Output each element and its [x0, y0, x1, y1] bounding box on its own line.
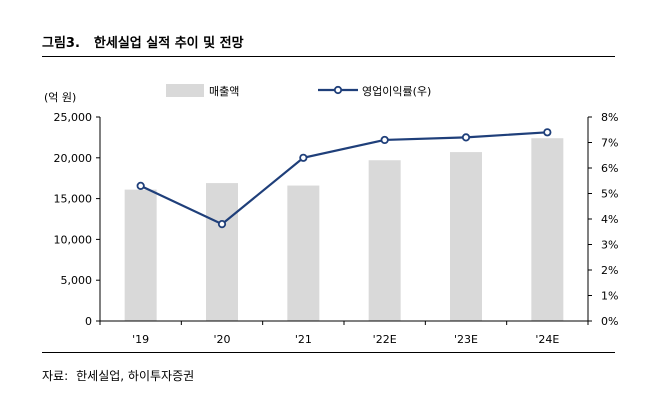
right-axis-tick-label: 6% — [601, 162, 618, 175]
x-axis-tick-label: '21 — [295, 333, 312, 346]
left-axis-tick-label: 20,000 — [54, 152, 93, 165]
left-axis-tick-label: 15,000 — [54, 193, 93, 206]
margin-line — [140, 131, 548, 226]
figure-label: 그림3. — [42, 36, 80, 51]
legend-swatch-revenue — [166, 84, 204, 97]
right-axis-tick-label: 2% — [601, 264, 618, 277]
right-axis-tick-label: 8% — [601, 111, 618, 124]
right-axis-tick-label: 3% — [601, 239, 618, 252]
left-axis-tick-label: 5,000 — [61, 274, 93, 287]
x-axis-tick-label: '23E — [454, 333, 478, 346]
legend-swatch-margin-marker — [333, 85, 343, 95]
right-axis-tick-label: 7% — [601, 137, 618, 150]
footer-rule — [42, 352, 615, 353]
right-axis-tick-label: 4% — [601, 213, 618, 226]
left-axis-unit-label: (억 원) — [44, 91, 76, 104]
x-axis-tick-label: '24E — [535, 333, 559, 346]
revenue-bar — [124, 189, 157, 321]
right-axis-tick-label: 5% — [601, 188, 618, 201]
margin-point — [461, 133, 471, 142]
margin-point — [136, 181, 145, 190]
left-axis-tick-label: 25,000 — [54, 111, 93, 124]
revenue-bar — [531, 138, 564, 321]
revenue-bar — [450, 152, 482, 321]
figure-title-text: 한세실업 실적 추이 및 전망 — [93, 36, 244, 51]
source-text: 한세실업, 하이투자증권 — [76, 369, 195, 383]
revenue-bar — [206, 183, 238, 321]
source-note: 자료: 한세실업, 하이투자증권 — [42, 367, 194, 384]
left-axis-tick-label: 0 — [85, 315, 92, 328]
source-label: 자료: — [42, 369, 69, 383]
margin-point — [299, 153, 308, 162]
right-axis-tick-label: 0% — [601, 315, 618, 328]
legend-label-revenue: 매출액 — [209, 85, 239, 98]
left-axis-tick-label: 10,000 — [54, 233, 93, 246]
x-axis-tick-label: '20 — [213, 333, 230, 346]
margin-point — [543, 128, 552, 137]
title-rule — [42, 56, 615, 57]
legend-label-margin: 영업이익률(우) — [362, 85, 431, 98]
revenue-bar — [368, 160, 401, 321]
margin-point — [217, 220, 227, 229]
margin-point — [380, 135, 389, 145]
right-axis-tick-label: 1% — [601, 290, 618, 303]
revenue-bar — [287, 185, 320, 321]
x-axis-tick-label: '19 — [132, 333, 149, 346]
x-axis-tick-label: '22E — [373, 333, 397, 346]
figure-title: 그림3. 한세실업 실적 추이 및 전망 — [42, 32, 244, 51]
